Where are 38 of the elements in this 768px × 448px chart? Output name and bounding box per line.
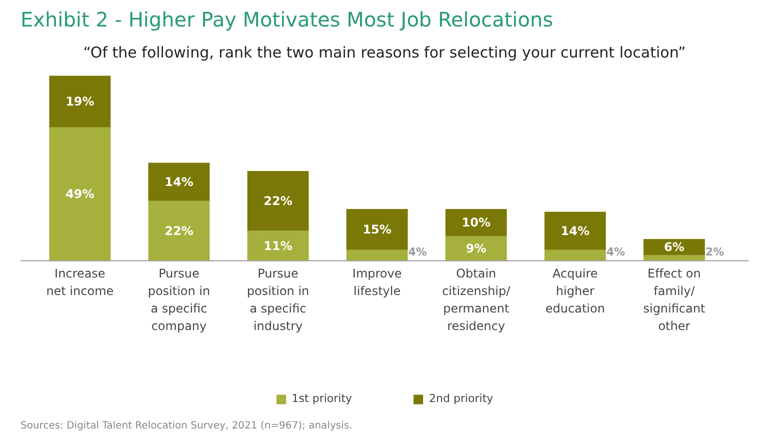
data-label: 22% <box>264 194 292 208</box>
x-tick-label: Acquire higher education <box>545 266 605 316</box>
x-tick-label: Increase net income <box>46 266 114 298</box>
chart-subtitle: “Of the following, rank the two main reasons for selecting your current location” <box>83 44 686 62</box>
bar <box>49 127 111 261</box>
data-label: 10% <box>462 216 490 230</box>
x-tick-label: Improve lifestyle <box>352 266 402 298</box>
x-tick-label: Pursue position in a specific company <box>148 266 210 334</box>
source-note: Sources: Digital Talent Relocation Survey, 2021 (n=967); analysis. <box>20 420 352 432</box>
data-label: 11% <box>264 238 292 253</box>
bar <box>247 170 309 231</box>
x-tick-label: Pursue position in a specific industry <box>246 266 310 334</box>
data-label: 15% <box>362 222 392 236</box>
data-label: 19% <box>66 94 94 109</box>
bar <box>544 250 606 261</box>
data-label: 14% <box>560 224 590 238</box>
bar <box>148 162 210 201</box>
bar <box>148 200 210 261</box>
legend-label: 1st priority <box>292 392 352 405</box>
x-tick-label: Effect on family/ significant other <box>643 266 706 334</box>
x-tick-label: Obtain citizenship/ permanent residency <box>442 266 512 334</box>
legend-label: 2nd priority <box>429 392 494 405</box>
bar <box>544 212 606 250</box>
bar <box>445 236 507 261</box>
bar <box>346 209 408 250</box>
data-label: 6% <box>664 240 684 254</box>
bar <box>644 238 705 256</box>
data-label: 49% <box>66 187 94 202</box>
chart-title: Exhibit 2 - Higher Pay Motivates Most Job Relocations <box>20 8 554 32</box>
data-label: 22% <box>164 224 194 238</box>
data-label: 2% <box>705 246 724 259</box>
bar <box>445 209 507 236</box>
data-label: 4% <box>408 246 427 259</box>
data-label: 4% <box>606 246 626 259</box>
data-label: 14% <box>164 174 194 189</box>
bar <box>49 76 111 128</box>
bar <box>346 250 408 261</box>
data-label: 9% <box>466 241 486 256</box>
